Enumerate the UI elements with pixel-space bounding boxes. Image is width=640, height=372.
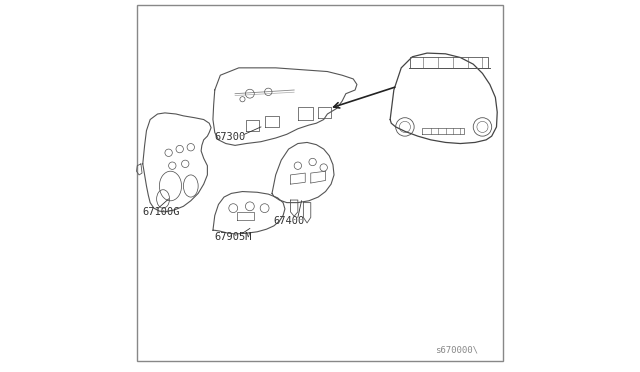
Text: 67100G: 67100G bbox=[143, 207, 180, 217]
Text: 67905M: 67905M bbox=[215, 232, 252, 241]
Text: s670000\: s670000\ bbox=[435, 346, 478, 355]
Text: 67300: 67300 bbox=[215, 132, 246, 142]
Text: 67400: 67400 bbox=[274, 216, 305, 226]
